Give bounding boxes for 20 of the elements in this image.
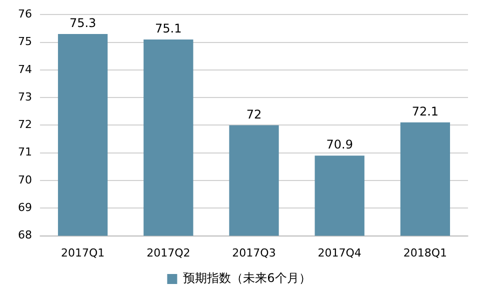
y-tick-label: 72 bbox=[18, 118, 32, 132]
x-tick-label: 2017Q1 bbox=[60, 246, 105, 260]
y-tick-label: 70 bbox=[18, 173, 32, 186]
y-tick-label: 69 bbox=[18, 201, 32, 214]
x-tick-label: 2018Q1 bbox=[403, 246, 448, 260]
legend-label: 预期指数（未来6个月） bbox=[183, 271, 311, 286]
y-tick-label: 74 bbox=[18, 62, 32, 76]
y-tick-label: 75 bbox=[18, 35, 32, 48]
data-label: 75.3 bbox=[69, 16, 96, 30]
y-tick-label: 71 bbox=[18, 146, 32, 159]
y-tick-label: 73 bbox=[18, 90, 32, 104]
data-label: 72.1 bbox=[412, 104, 439, 119]
data-label: 70.9 bbox=[326, 138, 353, 152]
y-tick-label: 68 bbox=[18, 228, 32, 242]
data-label: 75.1 bbox=[155, 22, 182, 36]
data-label: 72 bbox=[246, 107, 262, 122]
x-tick-label: 2017Q2 bbox=[146, 246, 190, 260]
y-tick-label: 76 bbox=[18, 7, 32, 20]
x-tick-label: 2017Q3 bbox=[232, 246, 276, 260]
x-tick-label: 2017Q4 bbox=[318, 246, 362, 260]
